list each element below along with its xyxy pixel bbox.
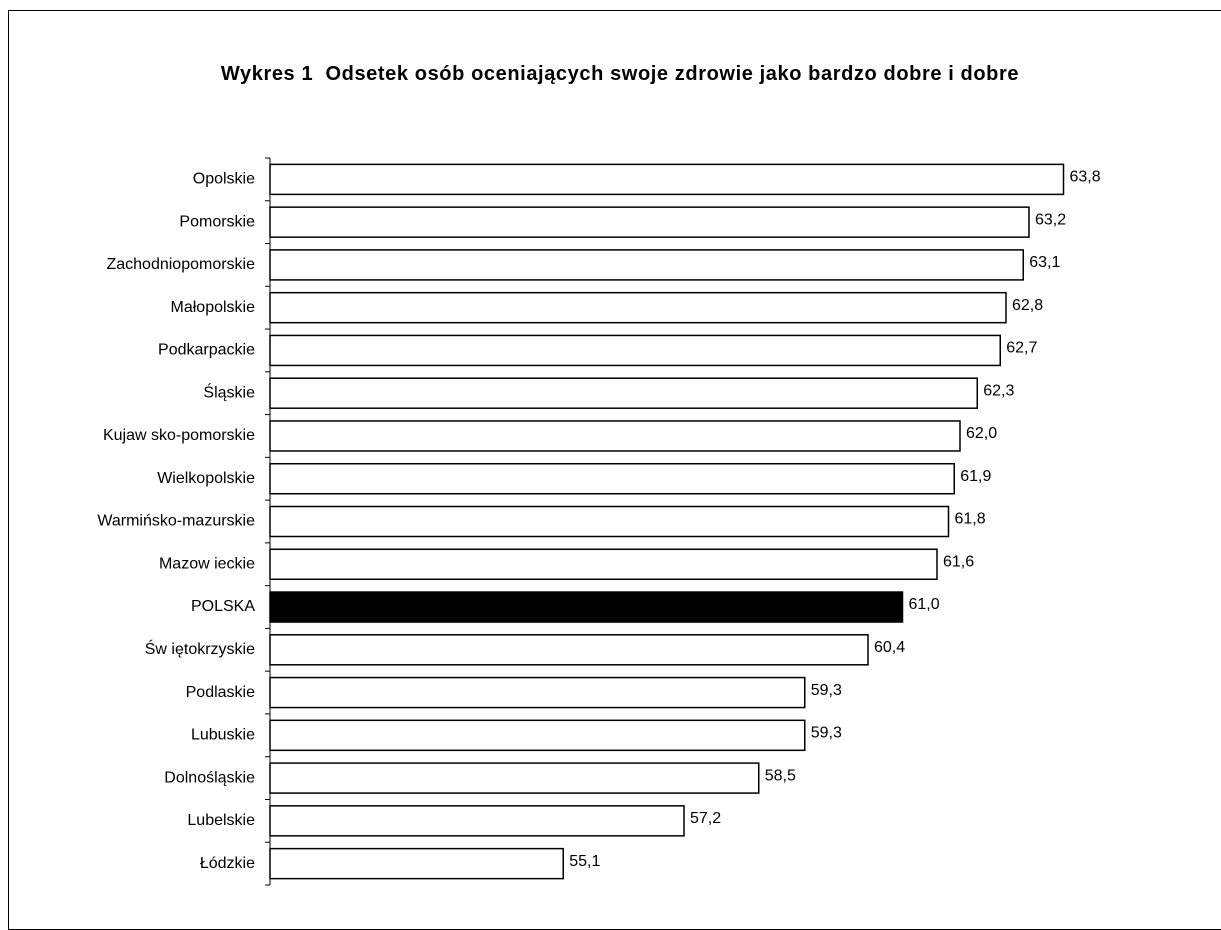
bar <box>269 377 978 409</box>
bar <box>269 676 806 709</box>
y-tick-label: Śląskie <box>203 382 255 401</box>
value-label: 61,0 <box>909 596 940 613</box>
value-label: 62,7 <box>1006 340 1037 357</box>
y-tick-label: Podlaskie <box>186 684 255 701</box>
bar <box>269 334 1001 367</box>
value-label: 60,4 <box>874 639 905 656</box>
value-label: 63,2 <box>1035 211 1066 228</box>
bar <box>269 805 685 837</box>
bar <box>269 505 950 538</box>
y-tick-label: Zachodniopomorskie <box>106 256 255 273</box>
value-label: 62,8 <box>1012 297 1043 314</box>
bar <box>269 591 904 623</box>
y-tick-label: Opolskie <box>193 171 255 188</box>
value-label: 59,3 <box>811 725 842 742</box>
y-tick-label: Lubelskie <box>187 812 255 829</box>
y-tick-label: POLSKA <box>191 598 255 615</box>
y-tick-label: Podkarpackie <box>158 342 255 359</box>
chart-title: Wykres 1 Odsetek osób oceniających swoje… <box>220 63 1020 85</box>
bar <box>269 462 955 495</box>
y-tick-label: Św iętokrzyskie <box>145 639 255 658</box>
bar <box>269 249 1024 281</box>
bar <box>269 762 760 794</box>
y-tick-label: Dolnośląskie <box>164 769 255 786</box>
y-tick-label: Małopolskie <box>171 299 256 316</box>
bar <box>269 163 1065 196</box>
y-tick-label: Pomorskie <box>179 213 255 230</box>
value-label: 57,2 <box>690 810 721 827</box>
value-label: 63,8 <box>1070 169 1101 186</box>
bar <box>269 634 869 666</box>
value-label: 61,6 <box>943 553 974 570</box>
chart: Opolskie 63,8 Pomorskie 63,2 Zachodniopomors… <box>97 157 1101 886</box>
value-label: 61,8 <box>955 511 986 528</box>
bar <box>269 548 938 581</box>
value-label: 61,9 <box>960 468 991 485</box>
value-label: 58,5 <box>765 767 796 784</box>
y-tick-label: Mazow ieckie <box>159 555 255 572</box>
bar <box>269 847 564 880</box>
value-label: 59,3 <box>811 682 842 699</box>
value-label: 63,1 <box>1029 254 1060 271</box>
page: Wykres 1 Odsetek osób oceniających swoje… <box>8 10 1221 930</box>
value-label: 62,3 <box>983 382 1014 399</box>
y-tick-label: Lubuskie <box>191 727 255 744</box>
value-label: 62,0 <box>966 425 997 442</box>
value-label: 55,1 <box>569 853 600 870</box>
bar <box>269 719 806 752</box>
y-tick-label: Wielkopolskie <box>157 470 255 487</box>
bar <box>269 420 961 452</box>
y-tick-label: Łódzkie <box>200 855 255 872</box>
bar <box>269 206 1030 238</box>
bar <box>269 291 1007 324</box>
y-tick-label: Warmińsko-mazurskie <box>97 513 255 530</box>
y-tick-label: Kujaw sko-pomorskie <box>103 427 255 444</box>
